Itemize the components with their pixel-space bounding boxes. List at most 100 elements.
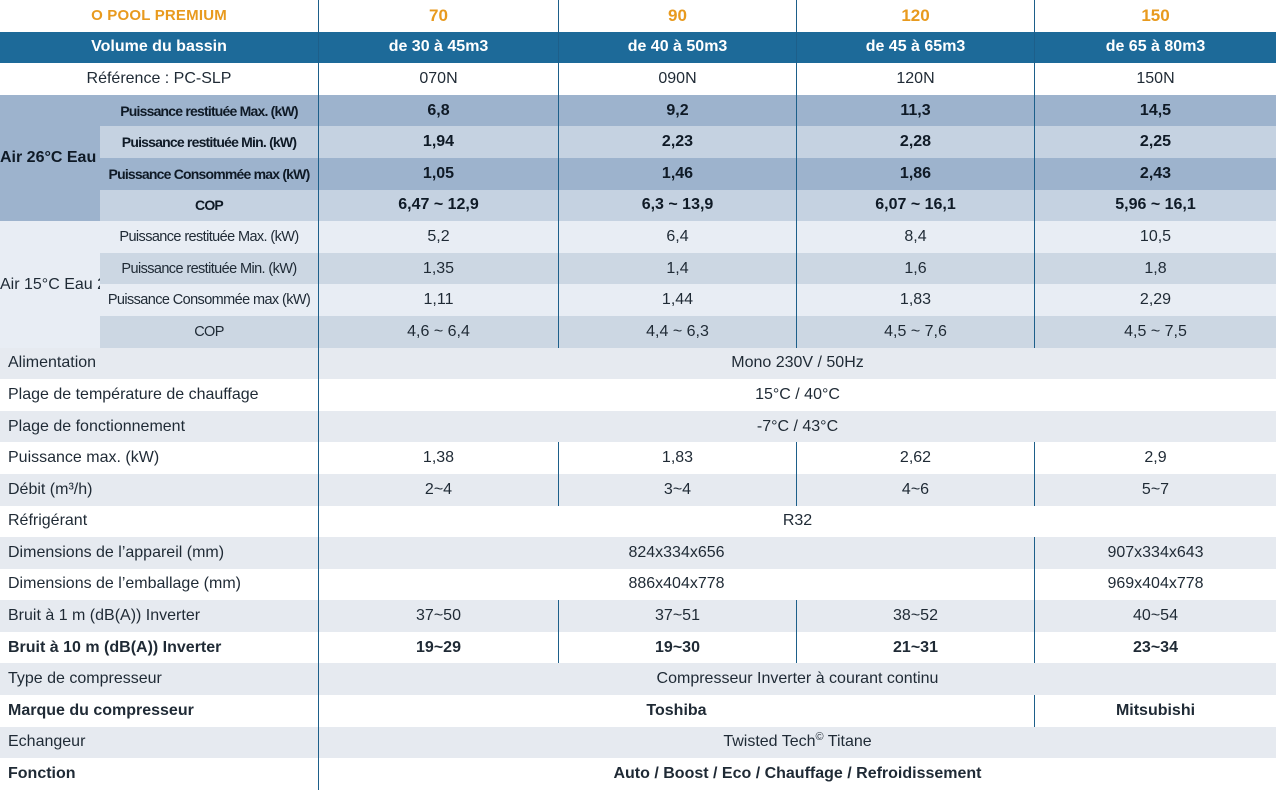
row-label: Puissance max. (kW) bbox=[0, 442, 318, 474]
table-cell: 4,5 ~ 7,6 bbox=[796, 315, 1034, 348]
table-cell: 4,6 ~ 6,4 bbox=[318, 315, 558, 348]
reference-row: Référence : PC-SLP 070N 090N 120N 150N bbox=[0, 63, 1276, 95]
row-label: Dimensions de l’emballage (mm) bbox=[0, 568, 318, 601]
row-label: Type de compresseur bbox=[0, 663, 318, 696]
table-cell: 6,47 ~ 12,9 bbox=[318, 189, 558, 222]
table-cell: Auto / Boost / Eco / Chauffage / Refroid… bbox=[318, 758, 1276, 790]
table-cell: 969x404x778 bbox=[1034, 568, 1276, 601]
row-label: Bruit à 10 m (dB(A)) Inverter bbox=[0, 631, 318, 664]
volume-label: Volume du bassin bbox=[0, 31, 318, 64]
table-cell: 9,2 bbox=[558, 94, 796, 127]
condition-b-label: Air 15°C Eau 26°C Hygro 70% bbox=[0, 221, 100, 348]
reference-label: Référence : PC-SLP bbox=[0, 63, 318, 95]
table-cell: 3~4 bbox=[558, 473, 796, 506]
table-cell: 2,23 bbox=[558, 126, 796, 158]
table-cell: 5,2 bbox=[318, 221, 558, 253]
table-cell: 4,4 ~ 6,3 bbox=[558, 315, 796, 348]
table-row: Puissance max. (kW) 1,38 1,83 2,62 2,9 bbox=[0, 442, 1276, 474]
table-row: Puissance Consommée max (kW) 1,11 1,44 1… bbox=[0, 284, 1276, 316]
table-cell: 10,5 bbox=[1034, 221, 1276, 253]
row-label: Dimensions de l’appareil (mm) bbox=[0, 537, 318, 569]
condition-a-label: Air 26°C Eau 26°C Hygro 80% bbox=[0, 94, 100, 222]
table-cell: 2,28 bbox=[796, 126, 1034, 158]
table-cell: 6,8 bbox=[318, 94, 558, 127]
row-label: Plage de température de chauffage bbox=[0, 379, 318, 411]
table-row: Bruit à 1 m (dB(A)) Inverter 37~50 37~51… bbox=[0, 600, 1276, 632]
product-title: O POOL PREMIUM bbox=[91, 7, 227, 25]
copyright-mark: © bbox=[815, 731, 824, 744]
table-cell: 1,46 bbox=[558, 157, 796, 190]
table-row: COP 4,6 ~ 6,4 4,4 ~ 6,3 4,5 ~ 7,6 4,5 ~ … bbox=[0, 315, 1276, 348]
table-cell: 15°C / 40°C bbox=[318, 379, 1276, 411]
table-cell: 5,96 ~ 16,1 bbox=[1034, 189, 1276, 222]
table-cell: 1,86 bbox=[796, 157, 1034, 190]
table-cell: Mono 230V / 50Hz bbox=[318, 347, 1276, 380]
row-label: Bruit à 1 m (dB(A)) Inverter bbox=[0, 600, 318, 632]
table-row: Air 15°C Eau 26°C Hygro 70% Puissance re… bbox=[0, 221, 1276, 348]
table-cell: 8,4 bbox=[796, 221, 1034, 253]
table-cell: 1,35 bbox=[318, 252, 558, 285]
table-row: Débit (m³/h) 2~4 3~4 4~6 5~7 bbox=[0, 473, 1276, 506]
table-cell: 11,3 bbox=[796, 94, 1034, 127]
table-cell: 1,05 bbox=[318, 157, 558, 190]
table-row: COP 6,47 ~ 12,9 6,3 ~ 13,9 6,07 ~ 16,1 5… bbox=[0, 189, 1276, 222]
table-row: Type de compresseur Compresseur Inverter… bbox=[0, 663, 1276, 696]
table-cell: 1,83 bbox=[558, 442, 796, 474]
table-cell: Twisted Tech© Titane bbox=[318, 726, 1276, 759]
row-label: Débit (m³/h) bbox=[0, 473, 318, 506]
echangeur-value: Twisted Tech bbox=[723, 733, 816, 751]
table-cell: 37~51 bbox=[558, 600, 796, 632]
row-label: Réfrigérant bbox=[0, 505, 318, 538]
table-cell: 2~4 bbox=[318, 473, 558, 506]
row-label: Puissance Consommée max (kW) bbox=[100, 284, 318, 316]
table-row: Fonction Auto / Boost / Eco / Chauffage … bbox=[0, 758, 1276, 790]
table-cell: 14,5 bbox=[1034, 94, 1276, 127]
table-cell: R32 bbox=[318, 505, 1276, 538]
table-cell: 38~52 bbox=[796, 600, 1034, 632]
table-cell: 824x334x656 bbox=[318, 537, 1034, 569]
row-label: Puissance restituée Min. (kW) bbox=[100, 252, 318, 285]
table-cell: 2,43 bbox=[1034, 157, 1276, 190]
model-header-90: 90 bbox=[558, 0, 796, 32]
table-cell: 2,29 bbox=[1034, 284, 1276, 316]
table-cell: 6,3 ~ 13,9 bbox=[558, 189, 796, 222]
table-cell: 4~6 bbox=[796, 473, 1034, 506]
table-row: Marque du compresseur Toshiba Mitsubishi bbox=[0, 695, 1276, 727]
table-cell: 1,11 bbox=[318, 284, 558, 316]
table-cell: -7°C / 43°C bbox=[318, 410, 1276, 443]
table-row: Plage de fonctionnement -7°C / 43°C bbox=[0, 410, 1276, 443]
row-label: COP bbox=[100, 315, 318, 348]
table-cell: 6,4 bbox=[558, 221, 796, 253]
row-label: Marque du compresseur bbox=[0, 695, 318, 727]
row-label: Puissance restituée Max. (kW) bbox=[100, 94, 318, 127]
row-label: COP bbox=[100, 189, 318, 222]
table-row: Puissance restituée Min. (kW) 1,35 1,4 1… bbox=[0, 252, 1276, 285]
table-row: Air 26°C Eau 26°C Hygro 80% Puissance re… bbox=[0, 94, 1276, 222]
table-cell: 1,83 bbox=[796, 284, 1034, 316]
table-cell: 23~34 bbox=[1034, 631, 1276, 664]
table-cell: 1,8 bbox=[1034, 252, 1276, 285]
table-row: Puissance restituée Min. (kW) 1,94 2,23 … bbox=[0, 126, 1276, 158]
row-label: Fonction bbox=[0, 758, 318, 790]
reference-cell: 150N bbox=[1034, 63, 1276, 95]
volume-cell: de 30 à 45m3 bbox=[318, 31, 558, 64]
table-cell: 1,38 bbox=[318, 442, 558, 474]
table-cell: Toshiba bbox=[318, 695, 1034, 727]
volume-cell: de 45 à 65m3 bbox=[796, 31, 1034, 64]
table-cell: 2,25 bbox=[1034, 126, 1276, 158]
volume-cell: de 40 à 50m3 bbox=[558, 31, 796, 64]
table-cell: 4,5 ~ 7,5 bbox=[1034, 315, 1276, 348]
table-row: Réfrigérant R32 bbox=[0, 505, 1276, 538]
volume-cell: de 65 à 80m3 bbox=[1034, 31, 1276, 64]
row-label: Plage de fonctionnement bbox=[0, 410, 318, 443]
table-row: Bruit à 10 m (dB(A)) Inverter 19~29 19~3… bbox=[0, 631, 1276, 664]
table-cell: 1,6 bbox=[796, 252, 1034, 285]
table-cell: 19~29 bbox=[318, 631, 558, 664]
table-cell: Mitsubishi bbox=[1034, 695, 1276, 727]
table-cell: 2,62 bbox=[796, 442, 1034, 474]
table-cell: Compresseur Inverter à courant continu bbox=[318, 663, 1276, 696]
table-cell: 40~54 bbox=[1034, 600, 1276, 632]
row-label: Puissance Consommée max (kW) bbox=[100, 157, 318, 190]
volume-row: Volume du bassin de 30 à 45m3 de 40 à 50… bbox=[0, 31, 1276, 64]
